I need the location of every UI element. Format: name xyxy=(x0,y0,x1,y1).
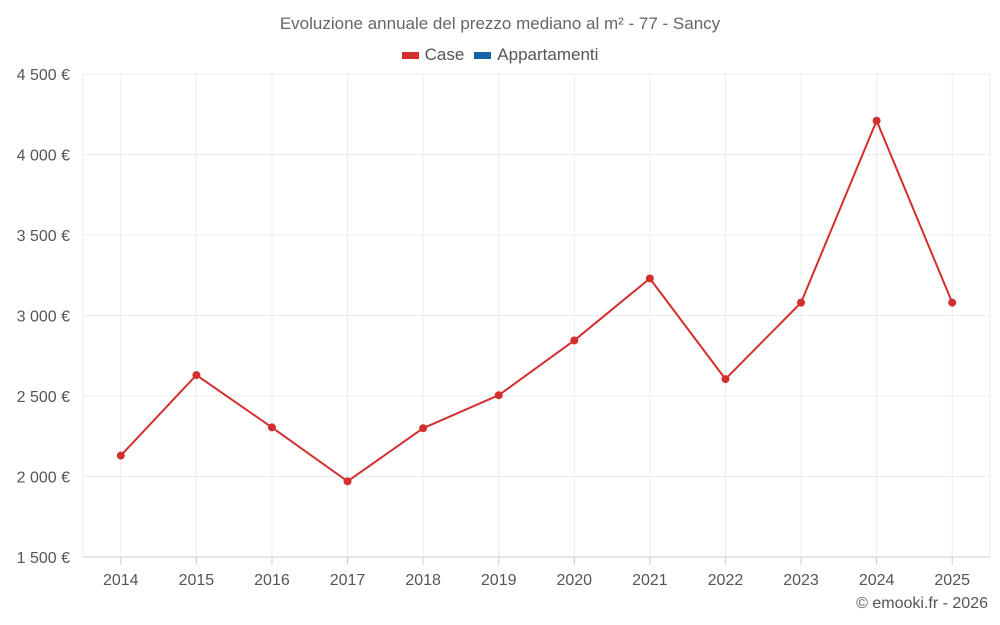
data-point xyxy=(872,116,881,125)
x-tick-label: 2025 xyxy=(934,572,970,589)
legend: Case Appartamenti xyxy=(0,45,1000,65)
x-tick-label: 2017 xyxy=(330,572,366,589)
data-point xyxy=(570,336,579,345)
legend-item-case[interactable]: Case xyxy=(401,45,465,65)
data-point xyxy=(797,298,806,307)
data-point xyxy=(494,391,503,400)
x-tick-label: 2014 xyxy=(103,572,139,589)
data-point xyxy=(721,375,730,384)
x-tick-label: 2024 xyxy=(859,572,895,589)
x-tick-label: 2015 xyxy=(179,572,215,589)
x-tick-label: 2016 xyxy=(254,572,290,589)
y-tick-label: 3 000 € xyxy=(17,309,70,326)
x-tick-label: 2018 xyxy=(405,572,441,589)
data-point xyxy=(343,477,352,486)
y-tick-label: 2 500 € xyxy=(17,389,70,406)
credit-text: © emooki.fr - 2026 xyxy=(856,595,988,612)
x-tick-label: 2020 xyxy=(556,572,592,589)
y-tick-label: 4 000 € xyxy=(17,148,70,165)
x-tick-label: 2019 xyxy=(481,572,517,589)
data-point xyxy=(645,274,654,283)
data-point xyxy=(267,423,276,432)
legend-swatch-case xyxy=(401,51,419,59)
data-point xyxy=(192,371,201,380)
y-tick-label: 1 500 € xyxy=(17,550,70,567)
x-tick-label: 2021 xyxy=(632,572,668,589)
data-point xyxy=(948,298,957,307)
legend-item-appartamenti[interactable]: Appartamenti xyxy=(474,45,598,65)
legend-label-appartamenti: Appartamenti xyxy=(497,45,599,64)
legend-label-case: Case xyxy=(424,45,465,64)
y-tick-label: 4 500 € xyxy=(17,67,70,84)
y-tick-label: 3 500 € xyxy=(17,228,70,245)
data-point xyxy=(116,451,125,460)
legend-swatch-appartamenti xyxy=(474,51,492,59)
data-point xyxy=(419,424,428,433)
y-tick-label: 2 000 € xyxy=(17,470,70,487)
chart-title: Evoluzione annuale del prezzo mediano al… xyxy=(279,14,721,33)
series-line-case xyxy=(120,119,954,483)
x-tick-label: 2023 xyxy=(783,572,819,589)
x-tick-label: 2022 xyxy=(708,572,744,589)
